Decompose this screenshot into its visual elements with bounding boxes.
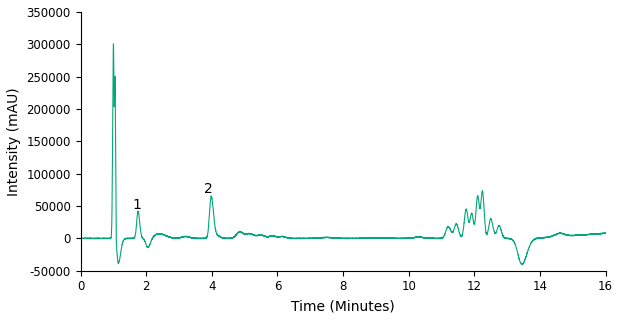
- Text: 2: 2: [204, 182, 213, 196]
- Text: 1: 1: [133, 198, 141, 212]
- X-axis label: Time (Minutes): Time (Minutes): [291, 299, 395, 313]
- Y-axis label: Intensity (mAU): Intensity (mAU): [7, 87, 21, 196]
